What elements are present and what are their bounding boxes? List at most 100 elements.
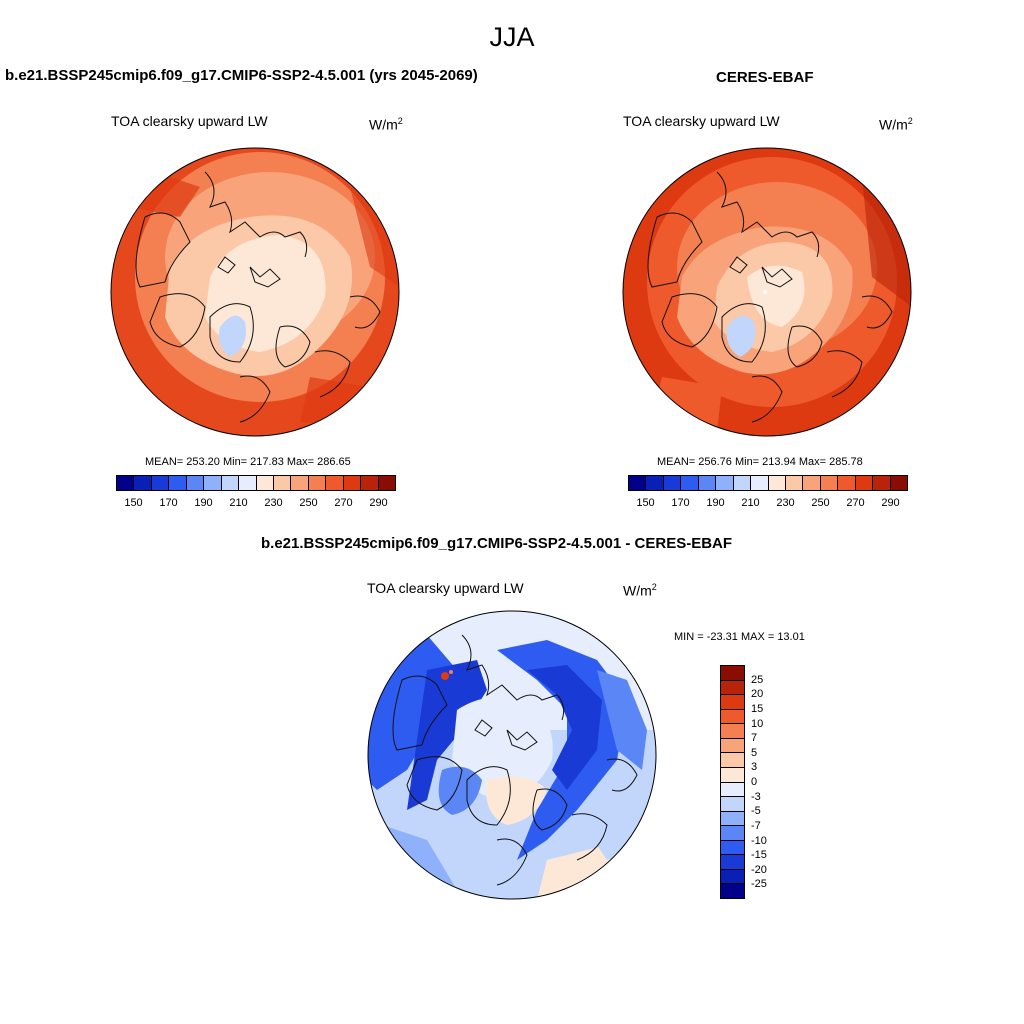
diff-colorbar-tick-label: -7	[751, 819, 761, 832]
diff-polar-map	[367, 610, 657, 900]
model-colorbar-swatch	[134, 476, 152, 490]
diff-colorbar-swatch	[721, 666, 744, 681]
diff-colorbar-tick-label: 3	[751, 761, 758, 774]
diff-colorbar-swatch	[721, 767, 744, 783]
diff-colorbar-swatch	[721, 680, 744, 696]
model-colorbar-tick-label: 230	[264, 497, 283, 509]
model-colorbar-swatch	[151, 476, 170, 490]
model-colorbar-swatch	[221, 476, 240, 490]
obs-polar-map	[622, 147, 912, 437]
obs-colorbar-swatch	[629, 476, 647, 490]
model-units-label: W/m2	[369, 116, 403, 133]
obs-units-label: W/m2	[879, 116, 913, 133]
model-colorbar-swatch	[186, 476, 205, 490]
diff-colorbar-tick-label: 0	[751, 776, 758, 788]
diff-colorbar-swatch	[721, 695, 744, 710]
obs-colorbar-swatch	[768, 476, 786, 490]
model-colorbar-swatch	[117, 476, 135, 490]
diff-stats: MIN = -23.31 MAX = 13.01	[674, 631, 805, 643]
obs-colorbar-swatch	[873, 476, 891, 490]
obs-colorbar-tick-label: 250	[811, 497, 830, 509]
obs-colorbar-swatch	[751, 476, 769, 490]
diff-colorbar-swatch	[721, 855, 744, 870]
model-panel-title: b.e21.BSSP245cmip6.f09_g17.CMIP6-SSP2-4.…	[5, 67, 478, 84]
obs-colorbar-tick-label: 170	[671, 497, 690, 509]
model-colorbar-swatch	[273, 476, 292, 490]
model-colorbar	[116, 475, 396, 491]
model-colorbar-swatch	[204, 476, 222, 490]
model-colorbar-tick-label: 170	[159, 497, 178, 509]
model-colorbar-tick-label: 290	[369, 497, 388, 509]
obs-colorbar-swatch	[716, 476, 734, 490]
diff-colorbar-swatch	[721, 753, 744, 768]
model-colorbar-tick-label: 190	[194, 497, 213, 509]
diff-colorbar-tick-label: 7	[751, 732, 758, 745]
diff-colorbar-swatch	[721, 826, 744, 841]
obs-colorbar-swatch	[646, 476, 664, 490]
diff-colorbar-tick-label: 25	[751, 673, 764, 686]
diff-panel-title: b.e21.BSSP245cmip6.f09_g17.CMIP6-SSP2-4.…	[261, 535, 733, 552]
obs-variable-label: TOA clearsky upward LW	[623, 113, 780, 129]
model-colorbar-tick-label: 270	[334, 497, 353, 509]
diff-colorbar-tick-label: -20	[751, 863, 767, 876]
season-title: JJA	[489, 22, 535, 52]
diff-colorbar-tick-label: -5	[751, 805, 761, 818]
diff-colorbar-swatch	[721, 811, 744, 827]
obs-colorbar-swatch	[733, 476, 752, 490]
diff-colorbar-swatch	[721, 724, 744, 739]
model-colorbar-tick-label: 150	[124, 497, 143, 509]
obs-colorbar-swatch	[681, 476, 699, 490]
diff-colorbar-swatch	[721, 738, 744, 754]
diff-colorbar-swatch	[721, 884, 744, 898]
diff-variable-label: TOA clearsky upward LW	[367, 580, 524, 596]
model-stats: MEAN= 253.20 Min= 217.83 Max= 286.65	[145, 456, 351, 468]
diff-colorbar-tick-label: -10	[751, 834, 767, 847]
model-colorbar-tick-label: 210	[229, 497, 248, 509]
obs-colorbar-swatch	[698, 476, 717, 490]
model-colorbar-ticks: 150 170 190 210 230 250 270 290	[116, 497, 396, 511]
diff-colorbar	[720, 665, 745, 899]
obs-colorbar-swatch	[785, 476, 804, 490]
model-colorbar-tick-label: 250	[299, 497, 318, 509]
diff-colorbar-tick-label: -3	[751, 790, 761, 803]
obs-colorbar-swatch	[838, 476, 856, 490]
model-colorbar-swatch	[343, 476, 362, 490]
diff-colorbar-swatch	[721, 840, 744, 856]
model-colorbar-swatch	[361, 476, 379, 490]
diff-colorbar-tick-label: 5	[751, 746, 758, 759]
diff-colorbar-tick-label: -15	[751, 849, 767, 862]
obs-colorbar-tick-label: 190	[706, 497, 725, 509]
obs-colorbar-swatch	[663, 476, 682, 490]
obs-colorbar-tick-label: 230	[776, 497, 795, 509]
obs-stats: MEAN= 256.76 Min= 213.94 Max= 285.78	[657, 456, 863, 468]
diff-colorbar-swatch	[721, 709, 744, 725]
obs-colorbar-tick-label: 150	[636, 497, 655, 509]
model-colorbar-swatch	[291, 476, 309, 490]
obs-panel-title: CERES-EBAF	[716, 69, 814, 86]
model-colorbar-swatch	[308, 476, 327, 490]
model-variable-label: TOA clearsky upward LW	[111, 113, 268, 129]
model-colorbar-swatch	[326, 476, 344, 490]
obs-colorbar-swatch	[890, 476, 907, 490]
model-colorbar-swatch	[239, 476, 257, 490]
diff-colorbar-swatch	[721, 869, 744, 885]
diff-colorbar-tick-label: 20	[751, 688, 764, 701]
model-colorbar-swatch	[169, 476, 187, 490]
diff-colorbar-swatch	[721, 797, 744, 812]
diff-colorbar-tick-label: -25	[751, 878, 767, 891]
obs-colorbar-swatch	[803, 476, 821, 490]
obs-colorbar-swatch	[855, 476, 874, 490]
obs-colorbar-swatch	[820, 476, 839, 490]
diff-units-label: W/m2	[623, 582, 657, 599]
model-polar-map	[110, 147, 400, 437]
obs-colorbar-tick-label: 210	[741, 497, 760, 509]
model-colorbar-swatch	[378, 476, 395, 490]
obs-colorbar-tick-label: 290	[881, 497, 900, 509]
diff-colorbar-swatch	[721, 782, 744, 798]
model-colorbar-swatch	[256, 476, 274, 490]
diff-colorbar-ticks: 25 20 15 10 7 5 3 0 -3 -5 -7 -10 -15 -20 -25	[751, 665, 791, 899]
obs-colorbar-ticks: 150 170 190 210 230 250 270 290	[628, 497, 908, 511]
diff-colorbar-tick-label: 10	[751, 717, 764, 730]
diff-colorbar-tick-label: 15	[751, 702, 764, 715]
obs-colorbar	[628, 475, 908, 491]
